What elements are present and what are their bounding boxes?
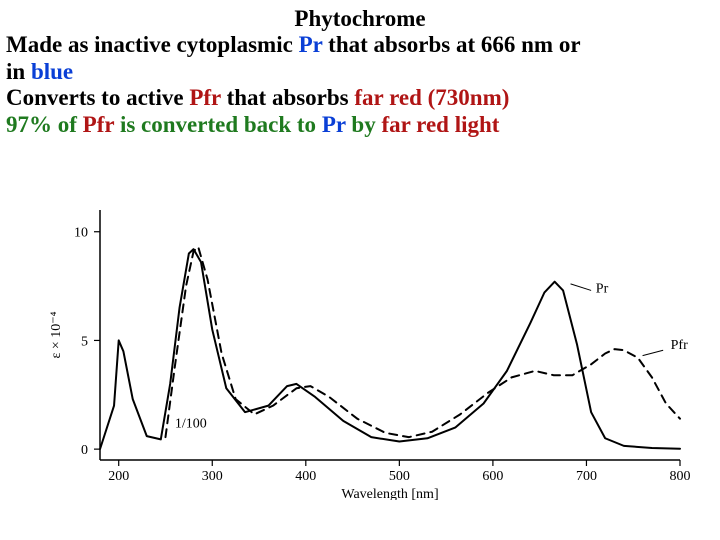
y-axis-label: ε × 10⁻⁴ (49, 311, 64, 358)
x-tick-label: 500 (389, 469, 410, 484)
spectrum-chart: 200 300 400 500 600 700 800 0 5 10 Wavelength [nm]… (40, 200, 700, 500)
x-tick-label: 600 (482, 469, 503, 484)
x-axis-label: Wavelength [nm] (341, 487, 438, 500)
text-line: Converts to active Pfr that absorbs far … (6, 85, 714, 111)
text-segment: by (346, 112, 382, 137)
text-segment: blue (31, 59, 73, 84)
text-line: in blue (6, 59, 714, 85)
y-tick-label: 10 (74, 226, 88, 241)
x-tick-label: 700 (576, 469, 597, 484)
x-tick-label: 400 (295, 469, 316, 484)
text-line: Made as inactive cytoplasmic Pr that abs… (6, 32, 714, 58)
page: Phytochrome Made as inactive cytoplasmic… (0, 0, 720, 540)
text-segment: far red light (381, 112, 499, 137)
text-segment: Pr (322, 112, 346, 137)
text-segment: Made as inactive cytoplasmic (6, 32, 299, 57)
x-tick-label: 800 (670, 469, 691, 484)
annotation-1-100: 1/100 (175, 416, 207, 431)
page-title: Phytochrome (6, 6, 714, 32)
text-segment: far red (730nm) (354, 85, 509, 110)
text-segment: 97% of (6, 112, 83, 137)
title-block: Phytochrome Made as inactive cytoplasmic… (0, 0, 720, 138)
text-segment: Pfr (83, 112, 115, 137)
text-segment: is converted back to (114, 112, 322, 137)
series-label-pfr: Pfr (671, 338, 688, 353)
y-tick-label: 0 (81, 443, 88, 458)
text-segment: that absorbs (221, 85, 355, 110)
series-label-pr: Pr (596, 282, 609, 297)
text-line: 97% of Pfr is converted back to Pr by fa… (6, 112, 714, 138)
x-tick-label: 300 (202, 469, 223, 484)
leader-line (643, 350, 664, 355)
description-lines: Made as inactive cytoplasmic Pr that abs… (6, 32, 714, 138)
text-segment: in (6, 59, 31, 84)
x-tick-label: 200 (108, 469, 129, 484)
text-segment: that absorbs at 666 nm or (322, 32, 580, 57)
text-segment: Pr (299, 32, 323, 57)
text-segment: Pfr (189, 85, 221, 110)
leader-line (571, 284, 592, 291)
y-tick-label: 5 (81, 334, 88, 349)
chart-svg: 200 300 400 500 600 700 800 0 5 10 Wavelength [nm]… (40, 200, 700, 500)
text-segment: Converts to active (6, 85, 189, 110)
